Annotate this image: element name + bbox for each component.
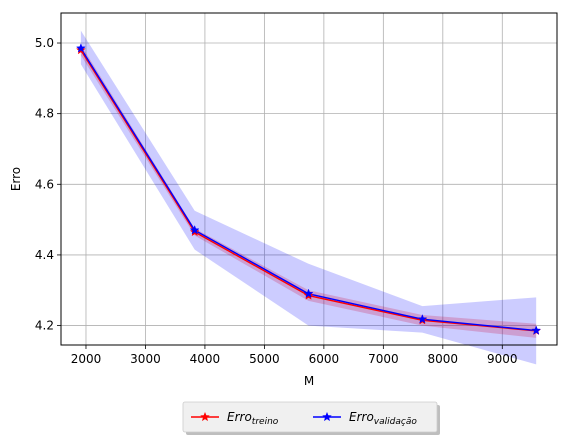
- marker-validação: [189, 224, 200, 235]
- x-tick-label: 3000: [130, 352, 161, 366]
- x-tick-label: 6000: [309, 352, 340, 366]
- legend-label-subscript: treino: [252, 417, 279, 427]
- plot-frame: [60, 12, 558, 346]
- x-tick-label: 4000: [190, 352, 221, 366]
- y-tick-label: 4.6: [35, 177, 54, 191]
- legend-label-treino: Errotreino: [227, 410, 279, 427]
- marker-validação: [303, 288, 314, 299]
- x-axis-label: M: [304, 374, 314, 388]
- legend-marker-treino: [200, 411, 210, 422]
- y-tick-label: 4.8: [35, 107, 54, 121]
- x-tick-label: 2000: [71, 352, 102, 366]
- x-tick-label: 7000: [368, 352, 399, 366]
- marker-validação: [531, 325, 542, 335]
- x-tick-label: 8000: [428, 352, 459, 366]
- legend-marker-validação: [322, 411, 332, 422]
- y-axis-label: Erro: [9, 167, 23, 191]
- legend-label-validação: Errovalidação: [349, 410, 417, 427]
- legend-label-subscript: validação: [374, 417, 418, 427]
- grid: [61, 13, 557, 345]
- legend-box: [182, 401, 438, 433]
- marker-validação: [75, 43, 86, 53]
- y-tick-label: 4.4: [35, 248, 54, 262]
- y-tick-label: 4.2: [35, 319, 54, 333]
- band-validação: [80, 30, 537, 365]
- x-tick-label: 9000: [487, 352, 518, 366]
- legend: Errotreino Errovalidação: [182, 401, 440, 435]
- legend-label-main: Erro: [227, 410, 252, 424]
- series-markers: [75, 43, 542, 336]
- x-ticks: 2000 3000 4000 5000 6000 7000 8000 9000: [71, 345, 518, 366]
- legend-label-main: Erro: [349, 410, 374, 424]
- y-tick-label: 5.0: [35, 36, 54, 50]
- y-ticks: 4.2 4.4 4.6 4.8 5.0: [35, 36, 61, 333]
- x-tick-label: 5000: [249, 352, 280, 366]
- confidence-bands: [80, 30, 537, 365]
- marker-validação: [417, 314, 428, 324]
